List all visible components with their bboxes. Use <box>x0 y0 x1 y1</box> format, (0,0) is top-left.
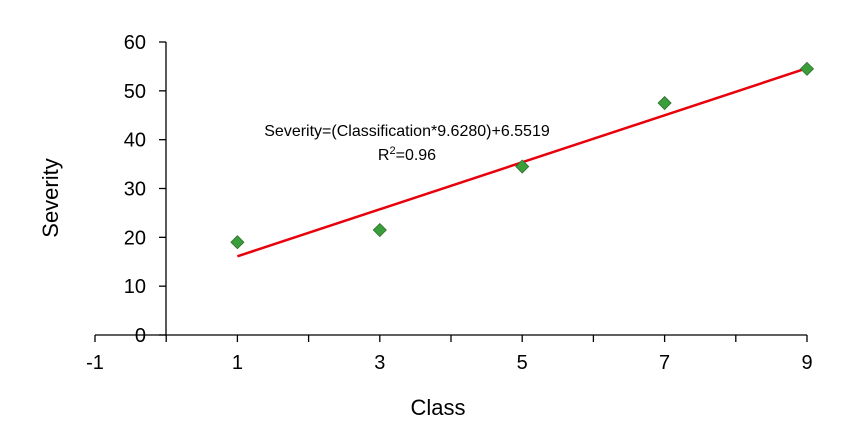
x-tick-label: 1 <box>232 352 243 374</box>
data-point <box>799 61 815 76</box>
r-squared-annotation: R2=0.96 <box>378 145 436 164</box>
y-tick-label: 10 <box>124 276 146 298</box>
y-tick-label: 0 <box>135 325 146 347</box>
data-point <box>372 222 387 238</box>
data-points <box>230 61 815 250</box>
x-tick-label: 3 <box>374 352 385 374</box>
data-point <box>515 159 530 174</box>
x-tick-label: 5 <box>517 352 528 374</box>
y-tick-label: 30 <box>124 179 146 201</box>
data-point <box>657 95 672 111</box>
equation-annotation: Severity=(Classification*9.6280)+6.5519 <box>264 123 550 140</box>
x-tick-label: 9 <box>801 352 812 374</box>
r-squared-superscript: 2 <box>389 145 395 157</box>
x-axis-label: Class <box>410 395 465 420</box>
y-axis-label: Severity <box>38 158 63 237</box>
y-tick-label: 60 <box>124 32 146 54</box>
y-tick-label: 50 <box>124 81 146 103</box>
tick-labels: -1 1 3 5 7 9 0 10 20 30 40 50 60 <box>86 32 812 374</box>
x-tick-label: 7 <box>659 352 670 374</box>
y-tick-label: 20 <box>124 227 146 249</box>
x-tick-label: -1 <box>86 352 104 374</box>
r-squared-label: R <box>378 147 390 164</box>
y-tick-label: 40 <box>124 130 146 152</box>
data-point <box>230 235 245 250</box>
axes <box>94 41 808 342</box>
r-squared-value: =0.96 <box>396 147 437 164</box>
